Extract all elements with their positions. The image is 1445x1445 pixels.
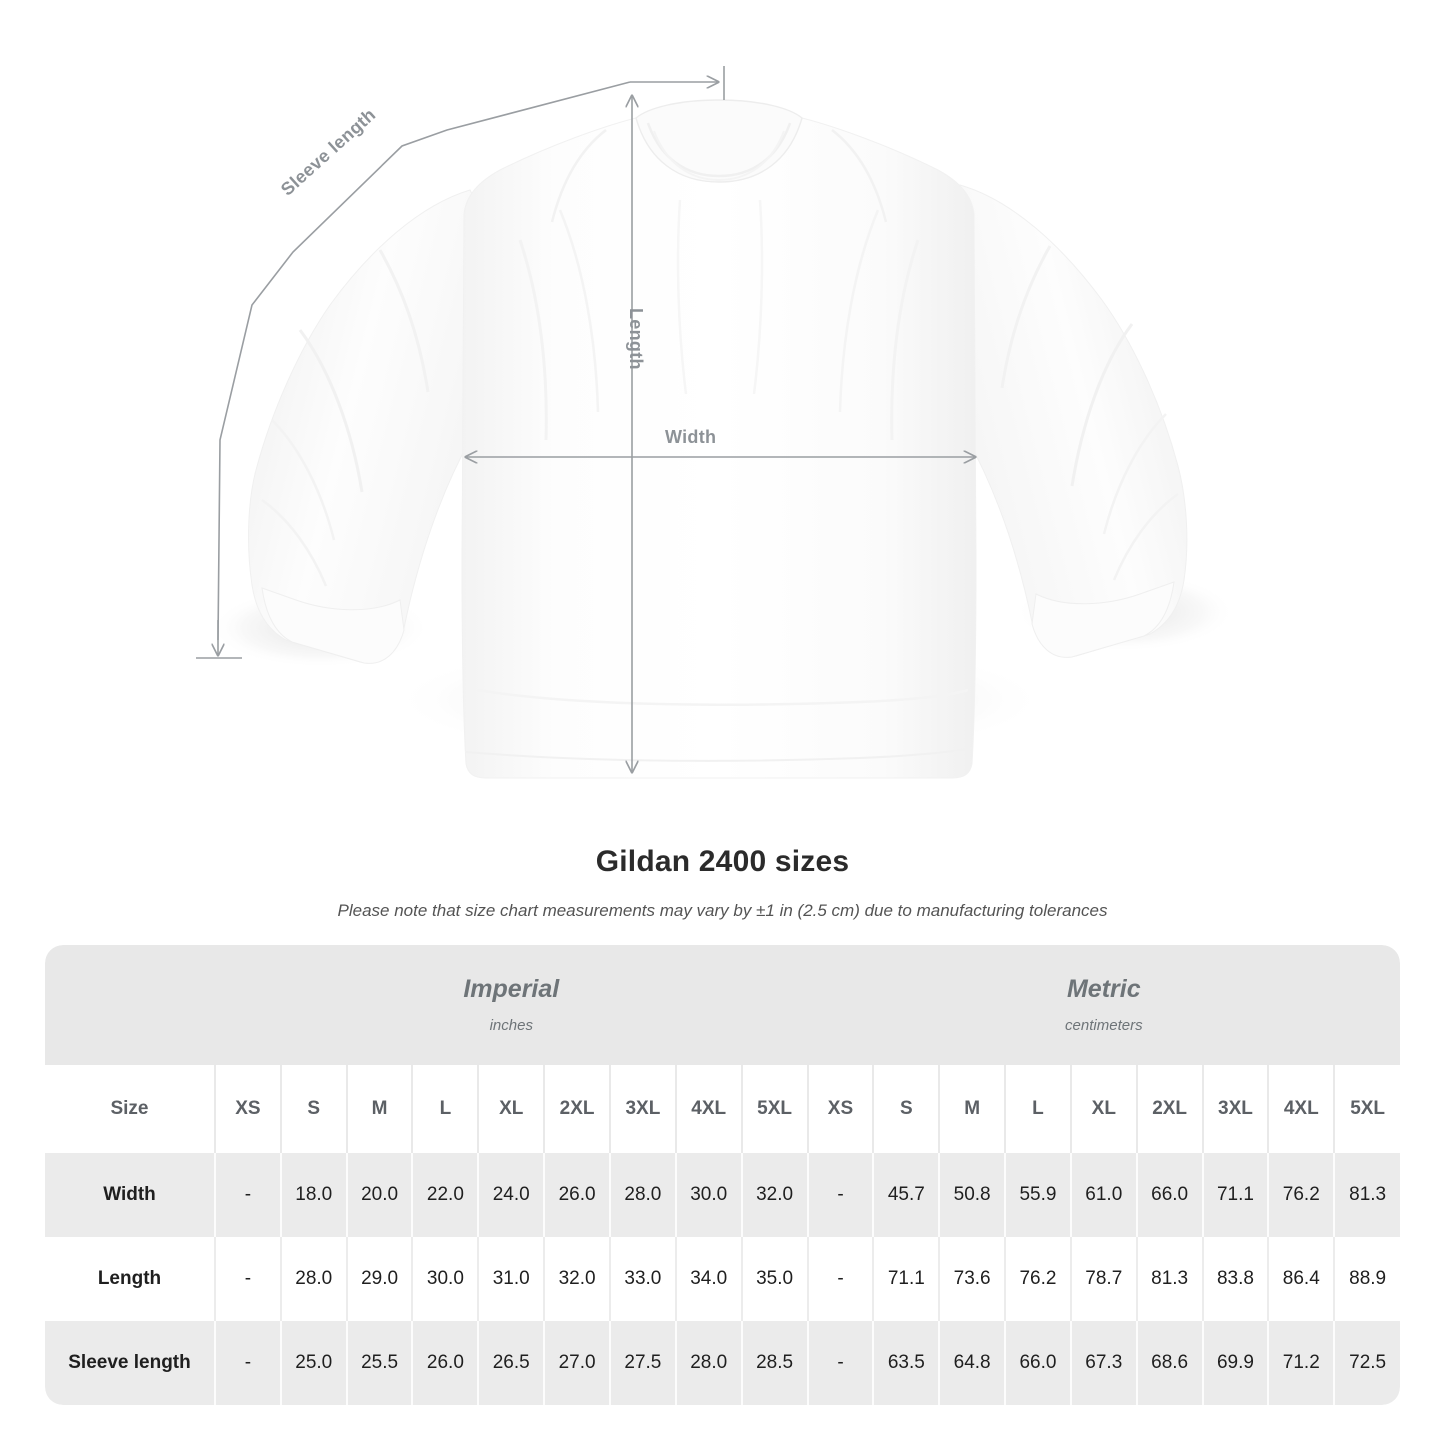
title-block: Gildan 2400 sizes Please note that size … xyxy=(0,845,1445,921)
table-row: Width -18.0 20.0 22.0 24.0 26.0 28.0 30.0 32.0-4… xyxy=(45,1153,1401,1237)
cell-sleeve-length-metric-2xl: 68.6 xyxy=(1135,1321,1203,1405)
cell-sleeve-length-metric-m: 64.8 xyxy=(938,1321,1006,1405)
cell-length-imperial-2xl: 32.0 xyxy=(543,1237,610,1321)
cell-sleeve-length-imperial-5xl: 28.5 xyxy=(740,1321,808,1405)
sleeve-length-dimension-line xyxy=(196,66,725,659)
cell-length-imperial-m: 29.0 xyxy=(345,1237,413,1321)
measurement-label-sleeve-length: Sleeve length xyxy=(45,1321,215,1405)
size-header-imperial-s: S xyxy=(279,1065,347,1153)
page-title: Gildan 2400 sizes xyxy=(595,845,850,878)
size-header-imperial-4xl: 4XL xyxy=(674,1065,742,1153)
cell-width-imperial-2xl: 26.0 xyxy=(543,1153,610,1237)
size-header-metric-xl: XL xyxy=(1069,1065,1137,1153)
cell-sleeve-length-imperial-xs: - xyxy=(214,1321,281,1405)
cell-sleeve-length-metric-xs: - xyxy=(806,1321,874,1405)
cell-length-imperial-xs: - xyxy=(214,1237,281,1321)
cell-length-metric-2xl: 81.3 xyxy=(1135,1237,1203,1321)
table-row: Sleeve length -25.0 25.5 26.0 26.5 27.0 27.5 28… xyxy=(45,1321,1401,1405)
cell-length-metric-xs: - xyxy=(806,1237,874,1321)
cell-length-imperial-5xl: 35.0 xyxy=(740,1237,808,1321)
width-dimension-label: Width xyxy=(665,427,717,447)
cell-length-metric-m: 73.6 xyxy=(938,1237,1006,1321)
cell-length-imperial-l: 30.0 xyxy=(411,1237,479,1321)
size-header-imperial-xs: XS xyxy=(214,1065,281,1153)
unit-system-unit: inches xyxy=(489,1016,533,1034)
size-header-imperial-2xl: 2XL xyxy=(543,1065,610,1153)
cell-width-imperial-5xl: 32.0 xyxy=(740,1153,808,1237)
cell-width-imperial-s: 18.0 xyxy=(279,1153,347,1237)
cell-sleeve-length-metric-5xl: 72.5 xyxy=(1333,1321,1401,1405)
table-row: Length -28.0 29.0 30.0 31.0 32.0 33.0 34.0 35.0-… xyxy=(45,1237,1401,1321)
cell-width-metric-3xl: 71.1 xyxy=(1201,1153,1269,1237)
size-chart-table: Imperial inches Metric centimeters Size XS S M L… xyxy=(45,945,1401,1405)
size-header-row: Size XS S M L XL 2XL 3XL 4XL 5XL XS S M L XL 2XL 3XL 4XL 5… xyxy=(45,1065,1401,1153)
cell-length-metric-xl: 78.7 xyxy=(1069,1237,1137,1321)
cell-sleeve-length-metric-xl: 67.3 xyxy=(1069,1321,1137,1405)
unit-system-name: Metric xyxy=(1066,975,1141,1004)
cell-length-imperial-3xl: 33.0 xyxy=(608,1237,676,1321)
size-header-metric-xs: XS xyxy=(806,1065,874,1153)
cell-width-imperial-3xl: 28.0 xyxy=(608,1153,676,1237)
size-header-metric-2xl: 2XL xyxy=(1135,1065,1203,1153)
length-dimension-label: Length xyxy=(626,308,646,370)
cell-sleeve-length-metric-4xl: 71.2 xyxy=(1267,1321,1335,1405)
cell-length-imperial-4xl: 34.0 xyxy=(674,1237,742,1321)
cell-length-imperial-s: 28.0 xyxy=(279,1237,347,1321)
cell-sleeve-length-imperial-s: 25.0 xyxy=(279,1321,347,1405)
cell-width-metric-m: 50.8 xyxy=(938,1153,1006,1237)
size-header-metric-s: S xyxy=(872,1065,940,1153)
cell-sleeve-length-imperial-xl: 26.5 xyxy=(477,1321,545,1405)
cell-sleeve-length-imperial-2xl: 27.0 xyxy=(543,1321,610,1405)
size-header-metric-3xl: 3XL xyxy=(1201,1065,1269,1153)
size-header-imperial-3xl: 3XL xyxy=(608,1065,676,1153)
measurement-label-width: Width xyxy=(45,1153,215,1237)
size-header-metric-5xl: 5XL xyxy=(1333,1065,1401,1153)
cell-width-metric-5xl: 81.3 xyxy=(1333,1153,1401,1237)
cell-sleeve-length-metric-s: 63.5 xyxy=(872,1321,940,1405)
cell-width-metric-s: 45.7 xyxy=(872,1153,940,1237)
size-header-metric-m: M xyxy=(938,1065,1006,1153)
size-header-imperial-l: L xyxy=(411,1065,479,1153)
cell-sleeve-length-imperial-l: 26.0 xyxy=(411,1321,479,1405)
cell-width-metric-xs: - xyxy=(806,1153,874,1237)
cell-width-metric-2xl: 66.0 xyxy=(1135,1153,1203,1237)
unit-banner-row: Imperial inches Metric centimeters xyxy=(45,945,1401,1065)
cell-width-imperial-xl: 24.0 xyxy=(477,1153,545,1237)
unit-banner-spacer xyxy=(45,945,215,1065)
cell-length-metric-l: 76.2 xyxy=(1004,1237,1071,1321)
cell-width-metric-4xl: 76.2 xyxy=(1267,1153,1335,1237)
cell-width-imperial-m: 20.0 xyxy=(345,1153,413,1237)
cell-length-metric-4xl: 86.4 xyxy=(1267,1237,1335,1321)
size-header-imperial-xl: XL xyxy=(477,1065,545,1153)
size-header-metric-l: L xyxy=(1004,1065,1071,1153)
cell-sleeve-length-imperial-3xl: 27.5 xyxy=(608,1321,676,1405)
cell-width-imperial-xs: - xyxy=(214,1153,281,1237)
size-column-header: Size xyxy=(45,1065,215,1153)
unit-system-metric: Metric centimeters xyxy=(807,945,1401,1065)
unit-system-imperial: Imperial inches xyxy=(215,945,808,1065)
cell-sleeve-length-imperial-m: 25.5 xyxy=(345,1321,413,1405)
cell-sleeve-length-metric-l: 66.0 xyxy=(1004,1321,1071,1405)
size-header-imperial-5xl: 5XL xyxy=(740,1065,808,1153)
measurement-label-length: Length xyxy=(45,1237,215,1321)
size-header-imperial-m: M xyxy=(345,1065,413,1153)
size-header-metric-4xl: 4XL xyxy=(1267,1065,1335,1153)
cell-length-metric-5xl: 88.9 xyxy=(1333,1237,1401,1321)
cell-width-imperial-l: 22.0 xyxy=(411,1153,479,1237)
cell-length-imperial-xl: 31.0 xyxy=(477,1237,545,1321)
cell-sleeve-length-metric-3xl: 69.9 xyxy=(1201,1321,1269,1405)
garment-diagram: Sleeve length Length Width xyxy=(196,66,1235,779)
cell-length-metric-3xl: 83.8 xyxy=(1201,1237,1269,1321)
cell-width-imperial-4xl: 30.0 xyxy=(674,1153,742,1237)
tolerance-note: Please note that size chart measurements… xyxy=(337,901,1108,920)
cell-width-metric-xl: 61.0 xyxy=(1069,1153,1137,1237)
unit-system-name: Imperial xyxy=(463,975,560,1004)
shirt-illustration xyxy=(196,66,1235,779)
unit-system-unit: centimeters xyxy=(1065,1016,1143,1034)
cell-width-metric-l: 55.9 xyxy=(1004,1153,1071,1237)
size-chart-table-wrapper: Imperial inches Metric centimeters Size XS S M L… xyxy=(45,945,1401,1405)
cell-sleeve-length-imperial-4xl: 28.0 xyxy=(674,1321,742,1405)
cell-length-metric-s: 71.1 xyxy=(872,1237,940,1321)
